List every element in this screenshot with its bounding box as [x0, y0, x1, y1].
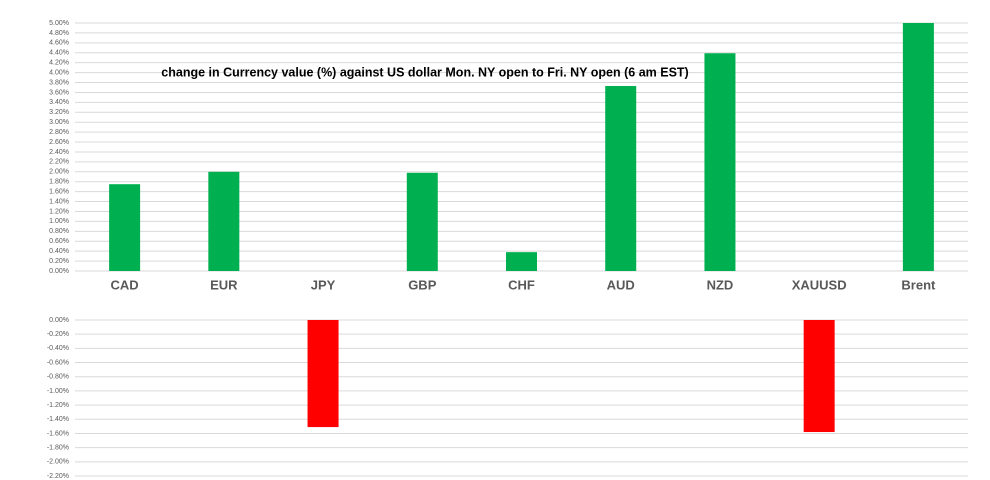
bar — [605, 85, 637, 271]
y-tick-label: 2.60% — [49, 139, 69, 146]
y-tick-label: 0.40% — [49, 248, 69, 255]
y-tick-label: 4.60% — [49, 40, 69, 47]
x-tick-label: AUD — [607, 277, 635, 292]
bar — [506, 252, 537, 271]
y-tick-label: 0.80% — [49, 228, 69, 235]
y-tick-label: 3.00% — [49, 119, 69, 126]
x-tick-label: EUR — [210, 277, 238, 292]
y-tick-label: 4.00% — [49, 69, 69, 76]
x-tick-label: JPY — [311, 277, 336, 292]
y-tick-label: 0.00% — [49, 268, 69, 275]
bar — [803, 320, 835, 433]
y-tick-label: 4.80% — [49, 30, 69, 37]
y-tick-label: 5.00% — [49, 20, 69, 27]
x-tick-label: CHF — [508, 277, 535, 292]
bar — [902, 23, 934, 271]
y-tick-label: 1.20% — [49, 208, 69, 215]
x-tick-label: CAD — [111, 277, 139, 292]
x-tick-label: NZD — [707, 277, 734, 292]
y-tick-label: -0.60% — [47, 359, 69, 366]
x-tick-label: Brent — [901, 277, 936, 292]
y-tick-label: 4.40% — [49, 50, 69, 57]
y-tick-label: -0.20% — [47, 331, 69, 338]
bar — [109, 184, 141, 271]
bar — [704, 53, 736, 272]
bar — [406, 172, 438, 271]
y-tick-label: -1.00% — [47, 388, 69, 395]
y-tick-label: 1.60% — [49, 188, 69, 195]
y-tick-label: 0.60% — [49, 238, 69, 245]
y-tick-label: 4.20% — [49, 60, 69, 67]
bar — [307, 320, 339, 428]
y-tick-label: 1.00% — [49, 218, 69, 225]
y-tick-label: 2.80% — [49, 129, 69, 136]
y-tick-label: 2.20% — [49, 159, 69, 166]
x-tick-label: GBP — [408, 277, 437, 292]
y-tick-label: 2.40% — [49, 149, 69, 156]
y-tick-label: 0.20% — [49, 258, 69, 265]
x-tick-label: XAUUSD — [792, 277, 847, 292]
y-tick-label: 3.80% — [49, 79, 69, 86]
y-tick-label: -1.20% — [47, 402, 69, 409]
y-tick-label: 1.80% — [49, 179, 69, 186]
y-tick-label: -1.40% — [47, 416, 69, 423]
y-tick-label: -0.40% — [47, 345, 69, 352]
y-tick-label: 0.00% — [49, 317, 69, 324]
y-tick-label: 2.00% — [49, 169, 69, 176]
y-tick-label: 3.20% — [49, 109, 69, 116]
y-tick-label: -2.20% — [47, 473, 69, 480]
bar — [208, 171, 240, 271]
chart-title: change in Currency value (%) against US … — [161, 65, 688, 79]
y-tick-label: 3.60% — [49, 89, 69, 96]
y-tick-label: -2.00% — [47, 459, 69, 466]
y-tick-label: 3.40% — [49, 99, 69, 106]
y-tick-label: -1.60% — [47, 430, 69, 437]
y-tick-label: -0.80% — [47, 374, 69, 381]
y-tick-label: -1.80% — [47, 444, 69, 451]
y-tick-label: 1.40% — [49, 198, 69, 205]
